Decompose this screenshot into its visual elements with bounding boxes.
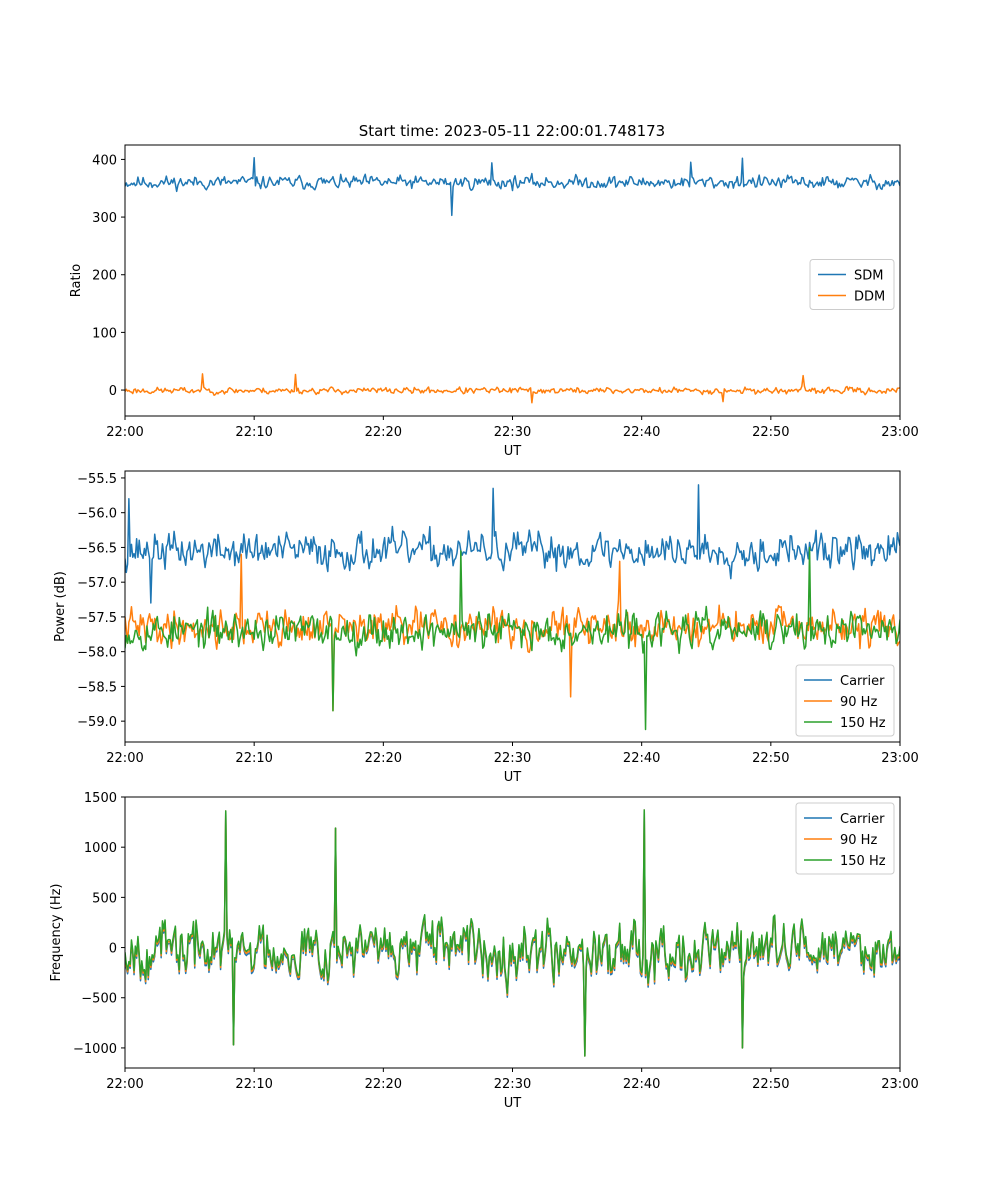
x-tick-label: 22:50 [752,425,789,440]
y-tick-label: −56.5 [77,541,117,556]
y-tick-label: 400 [92,153,117,168]
x-tick-label: 22:10 [235,425,272,440]
legend: SDM DDM [809,259,895,310]
x-tick-label: 22:30 [494,425,531,440]
x-tick-label: 22:50 [752,751,789,766]
y-axis-label: Power (dB) [53,571,68,642]
panel-3: 22:00 22:10 22:20 22:30 22:40 22:50 23:00 −1000… [49,791,919,1111]
x-axis-label: UT [504,1096,522,1111]
x-tick-label: 22:20 [365,425,402,440]
x-tick-label: 22:10 [235,751,272,766]
x-tick-label: 22:00 [106,425,143,440]
y-tick-label: −1000 [73,1042,117,1057]
y-tick-label: −58.0 [77,646,117,661]
x-tick-label: 23:00 [881,1077,918,1092]
y-tick-label: 1500 [84,791,117,806]
x-tick-label: 23:00 [881,751,918,766]
figure-title: Start time: 2023-05-11 22:00:01.748173 [359,122,665,140]
legend-entry: SDM [854,269,883,284]
legend: Carrier 90 Hz 150 Hz [795,664,895,737]
y-tick-label: 500 [92,891,117,906]
y-tick-label: −58.5 [77,680,117,695]
legend-box [795,664,895,737]
legend-box [795,802,895,875]
y-tick-label: −59.0 [77,715,117,730]
y-tick-label: −57.0 [77,576,117,591]
series-line-150-hz [125,546,900,731]
x-tick-label: 22:50 [752,1077,789,1092]
y-tick-label: 100 [92,326,117,341]
x-tick-label: 22:20 [365,751,402,766]
y-tick-label: −55.5 [77,472,117,487]
x-tick-label: 22:10 [235,1077,272,1092]
legend-entry: 90 Hz [840,695,877,710]
x-tick-label: 23:00 [881,425,918,440]
legend-entry: DDM [854,290,885,305]
x-axis-label: UT [504,770,522,785]
y-axis-label: Frequency (Hz) [49,883,64,981]
y-tick-label: 300 [92,211,117,226]
x-tick-label: 22:40 [623,1077,660,1092]
x-tick-label: 22:00 [106,751,143,766]
x-axis-label: UT [504,444,522,459]
legend-box [809,259,895,310]
series-line-ddm [125,373,900,404]
panel-2: 22:00 22:10 22:20 22:30 22:40 22:50 23:00 −59.0… [53,470,919,785]
x-tick-label: 22:00 [106,1077,143,1092]
y-tick-label: 0 [109,384,117,399]
legend: Carrier 90 Hz 150 Hz [795,802,895,875]
y-tick-label: 1000 [84,841,117,856]
x-tick-label: 22:40 [623,425,660,440]
y-axis-label: Ratio [69,264,84,297]
y-tick-label: −56.0 [77,507,117,522]
x-tick-label: 22:40 [623,751,660,766]
y-tick-label: −500 [81,992,117,1007]
x-tick-label: 22:30 [494,1077,531,1092]
series-line-sdm [125,156,900,217]
y-tick-label: 200 [92,269,117,284]
x-tick-label: 22:20 [365,1077,402,1092]
panels: 22:00 22:10 22:20 22:30 22:40 22:50 23:00 0 100 2… [49,144,919,1111]
legend-entry: Carrier [840,674,885,689]
y-tick-label: −57.5 [77,611,117,626]
panel-1: 22:00 22:10 22:20 22:30 22:40 22:50 23:00 0 100 2… [69,144,919,459]
series-line-carrier [125,484,900,604]
series-line-150-hz [125,809,900,1057]
legend-entry: 150 Hz [840,854,886,869]
x-tick-label: 22:30 [494,751,531,766]
legend-entry: 150 Hz [840,716,886,731]
y-tick-label: 0 [109,942,117,957]
legend-entry: 90 Hz [840,833,877,848]
legend-entry: Carrier [840,812,885,827]
